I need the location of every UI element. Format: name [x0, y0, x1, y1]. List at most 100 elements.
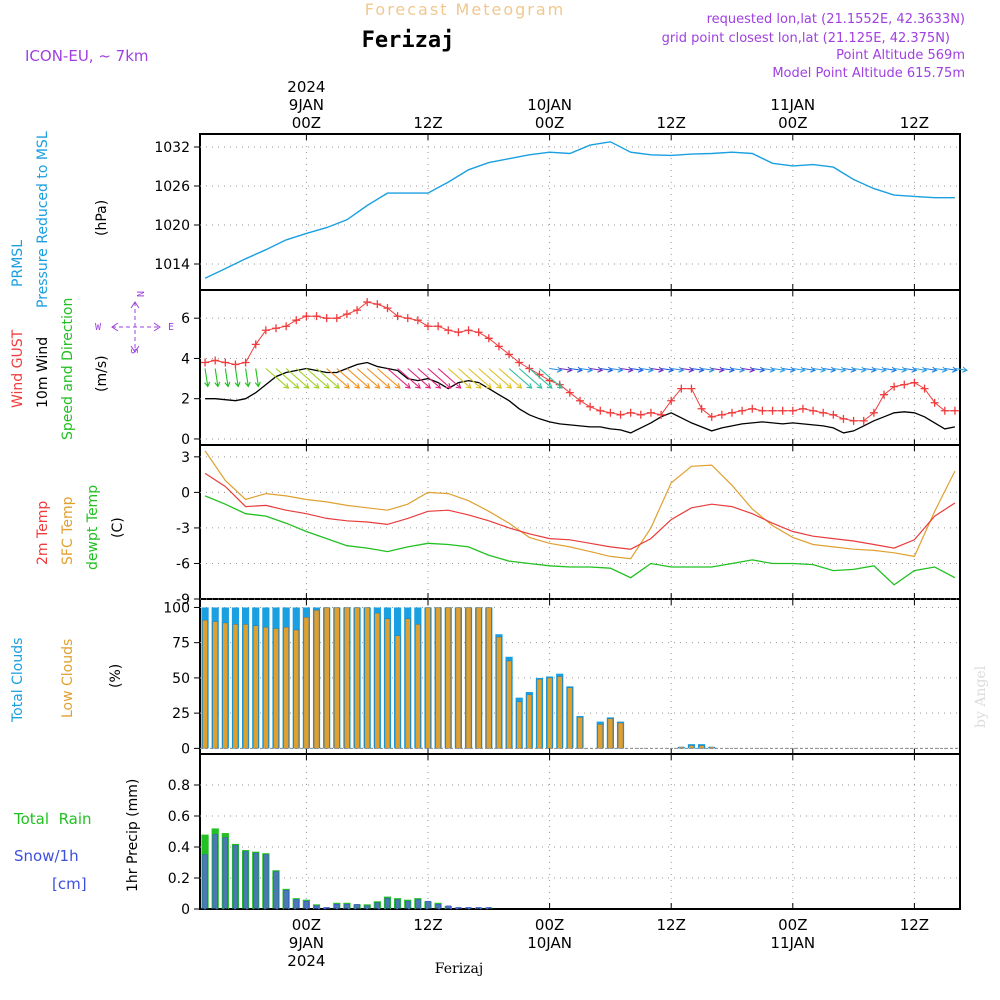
wind-direction-arrowhead — [891, 366, 898, 373]
temp-sfc-label: SFC Temp — [60, 496, 76, 565]
gust-marker — [515, 358, 524, 367]
y-tick-label: 1020 — [154, 218, 190, 234]
wind-direction-arrowhead — [475, 383, 482, 389]
gust-marker — [586, 402, 595, 411]
wind-direction-arrow — [488, 368, 512, 389]
wind-direction-arrowhead — [921, 366, 928, 373]
wind-direction-arrow — [873, 367, 886, 371]
gust-marker — [261, 326, 270, 335]
gust-marker — [636, 410, 645, 419]
wind-direction-arrow — [610, 367, 623, 371]
gust-marker — [900, 380, 909, 389]
gust-marker — [393, 312, 402, 321]
low-cloud-bar — [557, 676, 563, 749]
low-cloud-bar — [526, 694, 533, 749]
low-cloud-bar — [222, 622, 229, 749]
compass-north: N — [134, 291, 145, 297]
gust-marker — [697, 404, 706, 413]
cloud-low-label: Low Clouds — [60, 639, 76, 718]
wind-direction-arrowhead — [566, 366, 573, 373]
gust-marker — [880, 390, 888, 399]
x-tick-label-top: 9JAN — [289, 96, 324, 114]
x-tick-label-bottom: 12Z — [900, 916, 929, 934]
wind-direction-arrow — [397, 368, 421, 389]
wind-direction-arrow — [792, 367, 805, 371]
wind-direction-arrowhead — [486, 383, 492, 389]
gust-marker — [940, 406, 949, 415]
wind-direction-arrowhead — [779, 366, 786, 373]
wind-direction-arrow — [376, 368, 401, 389]
y-tick-label: -3 — [176, 521, 190, 537]
wind-direction-arrow — [650, 367, 664, 371]
snow-bar — [263, 854, 269, 910]
low-cloud-bar — [486, 607, 492, 749]
wind-direction-arrowhead — [283, 383, 290, 389]
wind-direction-arrow — [762, 367, 775, 371]
wind-direction-arrow — [275, 368, 299, 389]
wind-direction-arrow — [204, 368, 209, 387]
model-altitude: Model Point Altitude 615.75m — [772, 66, 965, 81]
gust-marker — [403, 314, 412, 323]
gust-marker — [910, 378, 919, 387]
gust-marker — [677, 384, 686, 393]
wind-direction-arrow — [559, 367, 572, 371]
gust-marker — [738, 406, 747, 415]
y-tick-label: 6 — [181, 311, 190, 327]
wind-direction-arrow — [742, 367, 755, 371]
gust-marker — [798, 404, 807, 413]
gust-marker — [211, 356, 220, 365]
gust-marker — [282, 322, 291, 331]
wind-direction-arrowhead — [810, 366, 816, 373]
wind-direction-arrow — [356, 368, 380, 389]
wind-direction-arrow — [528, 368, 553, 389]
wind-direction-arrowhead — [234, 381, 241, 388]
wind-unit: (m/s) — [94, 355, 110, 392]
wind-direction-arrow — [539, 368, 563, 389]
gust-marker — [839, 414, 848, 423]
low-cloud-bar — [567, 687, 573, 749]
gust-marker — [626, 408, 635, 417]
temp-2m-label: 2m Temp — [35, 501, 51, 565]
wind-direction-arrowhead — [334, 383, 340, 389]
wind-direction-arrowhead — [323, 383, 330, 389]
low-cloud-bar — [283, 626, 289, 749]
x-tick-label-bottom: 11JAN — [770, 934, 815, 952]
gust-marker — [576, 396, 584, 405]
wind-direction-arrow — [701, 367, 714, 371]
gust-marker — [474, 328, 483, 337]
wind-direction-arrow — [518, 368, 543, 389]
wind-direction-arrow — [458, 368, 482, 389]
panel-frame — [199, 753, 961, 910]
y-tick-label: 3 — [181, 450, 190, 466]
wind-direction-arrow — [214, 368, 219, 387]
panel-frame — [199, 444, 961, 600]
wind-direction-arrowhead — [962, 366, 968, 373]
wind-direction-arrow — [285, 368, 309, 389]
y-tick-label: 1014 — [154, 257, 190, 273]
wind-direction-arrow — [812, 367, 826, 371]
y-tick-label: 0.4 — [168, 840, 190, 856]
wind-direction-arrowhead — [425, 383, 432, 389]
gust-marker — [687, 384, 696, 393]
wind-direction-arrow — [295, 368, 320, 389]
wind-direction-arrowhead — [911, 366, 918, 373]
wind-direction-arrow — [711, 367, 724, 371]
gust-marker — [657, 410, 666, 419]
gust-marker — [221, 358, 230, 367]
y-tick-label: 25 — [172, 706, 190, 722]
y-tick-label: 1032 — [154, 140, 190, 156]
low-cloud-bar — [597, 724, 603, 749]
panel-frame — [199, 289, 961, 446]
y-tick-label: 0 — [181, 485, 190, 501]
wind-direction-arrow — [478, 368, 502, 389]
gust-marker — [505, 350, 514, 359]
grid-lines — [194, 134, 960, 910]
snow-bar — [344, 904, 350, 910]
precip-snow-unit: [cm] — [52, 875, 87, 893]
pressure-unit: (hPa) — [94, 200, 110, 236]
precip-snow-label: Snow/1h — [14, 847, 79, 865]
y-tick-label: -9 — [176, 592, 190, 608]
gust-marker — [201, 358, 210, 367]
low-cloud-bar — [455, 607, 462, 749]
